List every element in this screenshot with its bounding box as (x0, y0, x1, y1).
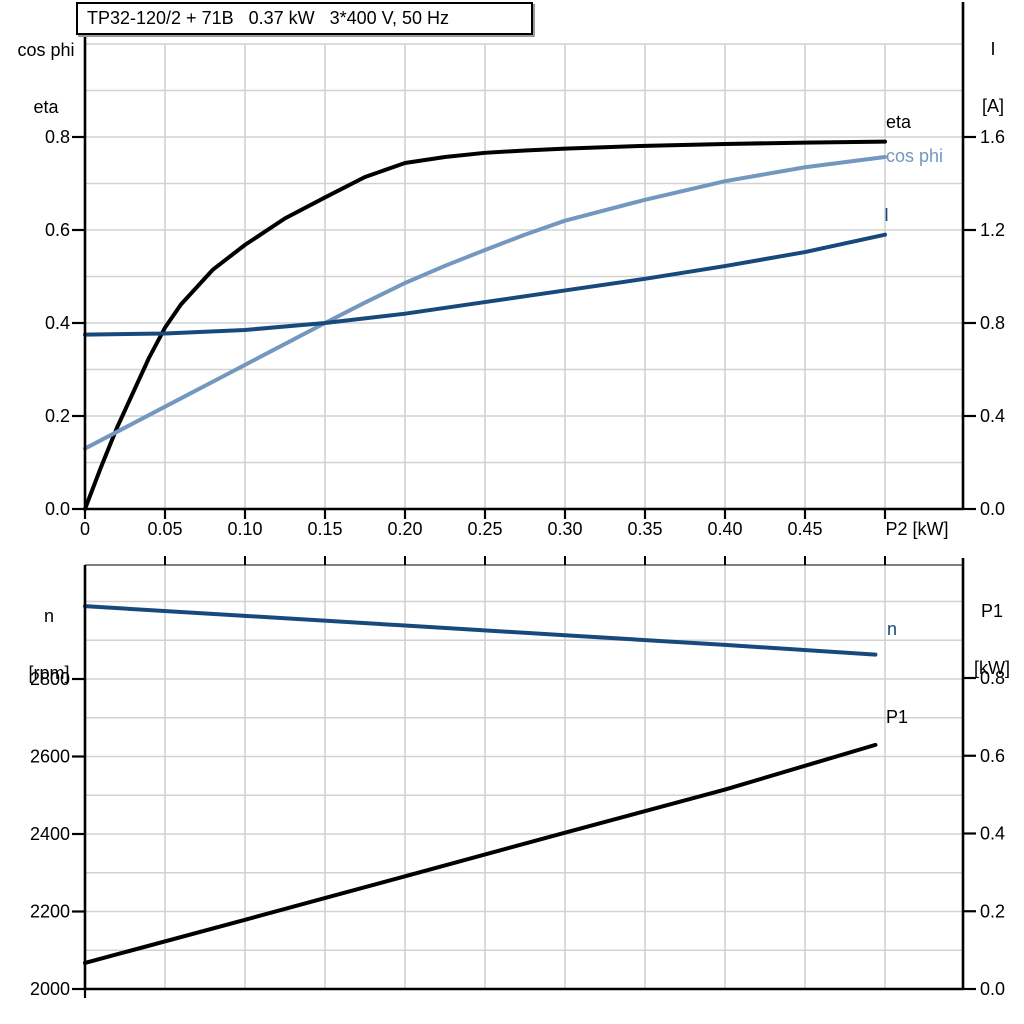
x-tick-label: 0.30 (547, 519, 582, 539)
axis-title-line: cos phi (17, 40, 75, 60)
series-eta (83, 139, 887, 511)
axis-title-line: [kW] (974, 658, 1010, 678)
tick-label: 0.0 (45, 499, 70, 519)
tick-label: 0.4 (980, 824, 1005, 844)
series-n (83, 604, 878, 657)
tick-label: 2800 (30, 669, 70, 689)
x-tick-label: 0.35 (627, 519, 662, 539)
tick-label: 2200 (30, 902, 70, 922)
axis-title-line: I (990, 39, 996, 59)
tick-label: 0.2 (45, 406, 70, 426)
tick-label: 0.6 (45, 220, 70, 240)
axis-title-line: n (43, 606, 54, 626)
top-right-axis-title: I [A] (972, 2, 1014, 154)
tick-label: 0.2 (980, 901, 1005, 921)
tick-label: 0.8 (45, 127, 70, 147)
tick-label: 1.2 (980, 220, 1005, 240)
title-text: TP32-120/2 + 71B 0.37 kW 3*400 V, 50 Hz (87, 8, 450, 28)
axis-title-line: eta (33, 97, 59, 117)
tick-label: 0.4 (980, 406, 1005, 426)
curve-label-cos-phi: cos phi (886, 146, 944, 166)
tick-label: 1.6 (980, 127, 1005, 147)
x-tick-label: 0.15 (307, 519, 342, 539)
x-tick-label: 0.40 (707, 519, 742, 539)
x-tick-label: 0.45 (787, 519, 822, 539)
x-tick-label: 0.25 (467, 519, 502, 539)
tick-label: 0.0 (980, 499, 1005, 519)
title-box: TP32-120/2 + 71B 0.37 kW 3*400 V, 50 Hz (76, 2, 533, 35)
top-left-axis-title: cos phi eta (14, 3, 78, 155)
tick-label: 2600 (30, 747, 70, 767)
series-I (83, 232, 887, 337)
curve-label-current: I (884, 205, 890, 225)
axis-title-line: [A] (981, 96, 1004, 116)
tick-label: 0.4 (45, 313, 70, 333)
x-tick-label: 0 (80, 519, 90, 539)
axis-title-line: [rpm] (28, 663, 70, 683)
tick-label: 2000 (30, 979, 70, 999)
tick-label: 0.0 (980, 979, 1005, 999)
tick-label: 0.8 (980, 668, 1005, 688)
x-tick-label: 0.20 (387, 519, 422, 539)
curve-label-p1: P1 (886, 707, 909, 727)
axis-title-line: P1 (980, 601, 1004, 621)
x-axis-label: P2 [kW] (885, 519, 948, 539)
tick-label: 2400 (30, 824, 70, 844)
tick-label: 0.6 (980, 746, 1005, 766)
bottom-right-axis-title: P1 [kW] (966, 564, 1018, 716)
bottom-left-axis-title: n [rpm] (18, 569, 80, 721)
x-tick-label: 0.05 (147, 519, 182, 539)
tick-label: 0.8 (980, 313, 1005, 333)
curve-label-eta: eta (886, 112, 912, 132)
x-tick-label: 0.10 (227, 519, 262, 539)
series-P1 (83, 742, 878, 965)
curve-label-n: n (887, 619, 898, 639)
